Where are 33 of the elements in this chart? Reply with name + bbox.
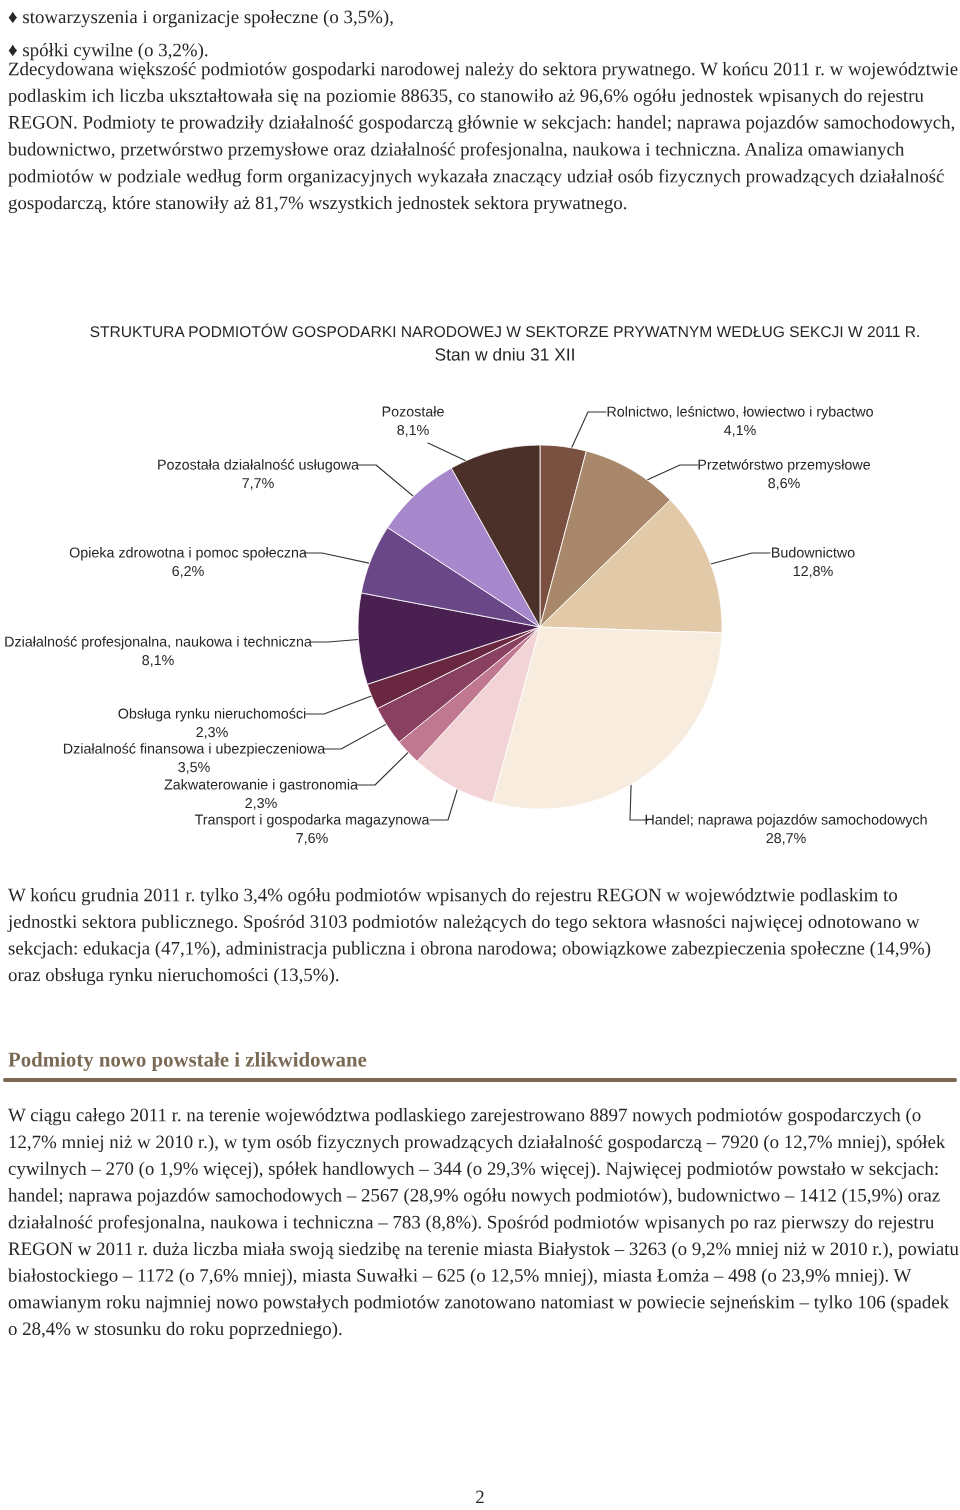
data-label: 8,1%	[397, 424, 429, 437]
data-label: 28,7%	[766, 833, 806, 845]
slice-label: Opieka zdrowotna i pomoc społeczna	[69, 547, 307, 561]
data-label: 8,6%	[768, 478, 800, 490]
slice-label: Pozostałe	[382, 406, 444, 417]
data-label: 3,5%	[178, 762, 210, 774]
slice-label: Budownictwo	[772, 547, 855, 558]
text: 2	[476, 1490, 484, 1504]
slice-label: Rolnictwo, leśnictwo, łowiectwo i rybactwo	[607, 405, 873, 420]
slice-label: Działalność finansowa i ubezpieczeniowa	[63, 742, 326, 757]
slice-label: Obsługa rynku nieruchomości	[118, 707, 306, 722]
data-label: 12,8%	[793, 565, 833, 578]
slice-label: Działalność profesjonalna, naukowa i techniczna	[5, 635, 312, 650]
text: Zdecydowana większość podmiotów gospodarki narodowej należy do sektora prywatnego. W końcu 2011 r. w województwie podlaskim ich liczba ukształtowała się na poziomie 88635, co stanowiło aż 96,6% ogółu jednostek wpisanych do rejestru REGON. Podmioty te prowadziły działalność gospodarczą głównie w sekcjach: handel; naprawa pojazdów samochodowych, budownictwo, przetwórstwo przemysłowe oraz działalność profesjonalna, naukowa i techniczna. Analiza omawianych podmiotów w podziale według form organizacyjnych wykazała znaczący udział osób fizycznych prowadzących działalność gospodarczą, które stanowiły aż 81,7% wszystkich jednostek sektora prywatnego.	[8, 62, 958, 214]
data-label: 4,1%	[724, 425, 756, 437]
data-label: 7,6%	[296, 832, 328, 845]
chart-title: STRUKTURA PODMIOTÓW GOSPODARKI NARODOWEJ W SEKTORZE PRYWATNYM WEDŁUG SEKCJI W 2011 R.	[90, 323, 919, 338]
slice-label: Handel; naprawa pojazdów samochodowych	[645, 813, 927, 828]
text: W ciągu całego 2011 r. na terenie województwa podlaskiego zarejestrowano 8897 nowych podmiotów gospodarczych (o 12,7% mniej niż w 2010 r.), w tym osób fizycznych prowadzących działalność gospodarczą – 7920 (o 12,7% mniej), spółek cywilnych – 270 (o 1,9% więcej), spółek handlowych – 344 (o 29,3% więcej). Najwięcej podmiotów powstało w sekcjach: handel; naprawa pojazdów samochodowych – 2567 (28,9% ogółu nowych podmiotów), budownictwo – 1412 (15,9%) oraz działalność profesjonalna, naukowa i techniczna – 783 (8,8%). Spośród podmiotów wpisanych po raz pierwszy do rejestru REGON w 2011 r. duża liczba miała swoją siedzibę na terenie miasta Białystok – 3263 (o 9,2% mniej niż w 2010 r.), powiatu białostockiego – 1172 (o 7,6% mniej), miasta Suwałki – 625 (o 12,5% mniej), miasta Łomża – 498 (o 23,9% mniej). W omawianym roku najmniej nowo powstałych podmiotów zanotowano natomiast w powiecie sejneńskim – tylko 106 (spadek o 28,4% w stosunku do roku poprzedniego).	[8, 1108, 959, 1339]
data-label: 2,3%	[196, 727, 228, 739]
text: Podmioty nowo powstałe i zlikwidowane	[8, 1052, 367, 1071]
text: ♦ spółki cywilne (o 3,2%).	[8, 43, 208, 61]
slice-label: Zakwaterowanie i gastronomia	[164, 779, 359, 793]
data-label: 6,2%	[172, 565, 204, 578]
data-label: 8,1%	[142, 655, 174, 667]
data-label: 2,3%	[245, 797, 277, 810]
slice-label: Przetwórstwo przemysłowe	[698, 458, 871, 473]
text: W końcu grudnia 2011 r. tylko 3,4% ogółu podmiotów wpisanych do rejestru REGON w województwie podlaskim to jednostki sektora publicznego. Spośród 3103 podmiotów należących do tego sektora własności najwięcej odnotowano w sekcjach: edukacja (47,1%), administracja publiczna i obrona narodowa; obowiązkowe zabezpieczenia społeczne (14,9%) oraz obsługa rynku nieruchomości (13,5%).	[7, 888, 931, 986]
slice-label: Transport i gospodarka magazynowa	[194, 814, 430, 828]
slice-label: Pozostała działalność usługowa	[158, 458, 359, 473]
data-label: 7,7%	[242, 478, 274, 490]
text: ♦ stowarzyszenia i organizacje społeczne (o 3,5%),	[8, 10, 393, 28]
chart-subtitle: Stan w dniu 31 XII	[435, 347, 574, 361]
